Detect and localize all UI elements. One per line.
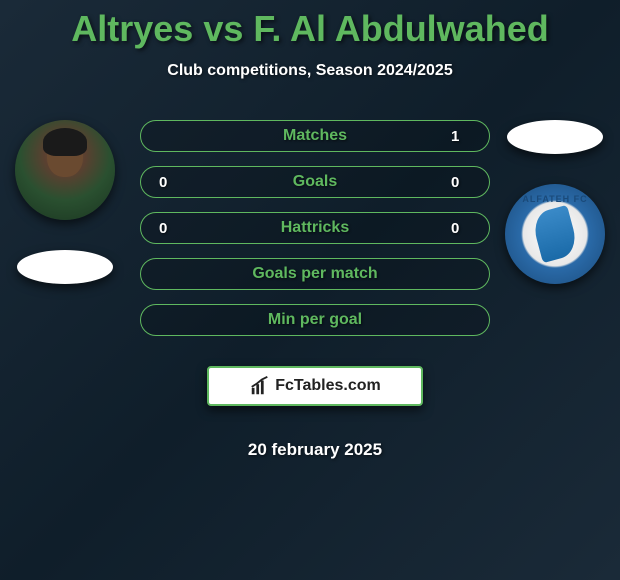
player-right-placeholder [507,120,603,154]
stat-row-matches: Matches 1 [140,120,490,152]
stat-row-goals-per-match: Goals per match [140,258,490,290]
stat-label: Hattricks [281,219,349,237]
stats-panel: Matches 1 0 Goals 0 0 Hattricks 0 Goals … [140,120,490,460]
left-player-column [10,120,120,284]
stat-right-value: 1 [451,128,471,145]
stat-label: Goals per match [252,265,377,283]
page-title: Altryes vs F. Al Abdulwahed [0,0,620,50]
stat-label: Matches [283,127,347,145]
stat-left-value: 0 [159,220,179,237]
team-right-logo: ALFATEH FC [505,184,605,284]
stat-right-value: 0 [451,174,471,191]
player-left-photo [15,120,115,220]
page-subtitle: Club competitions, Season 2024/2025 [0,62,620,80]
team-right-name: ALFATEH FC [522,194,587,204]
fctables-badge[interactable]: FcTables.com [207,366,423,406]
fctables-text: FcTables.com [275,377,381,395]
stat-row-min-per-goal: Min per goal [140,304,490,336]
stat-row-goals: 0 Goals 0 [140,166,490,198]
date-text: 20 february 2025 [140,440,490,460]
team-left-placeholder [17,250,113,284]
stat-right-value: 0 [451,220,471,237]
stat-label: Goals [293,173,337,191]
chart-icon [249,375,271,397]
stat-label: Min per goal [268,311,362,329]
stat-row-hattricks: 0 Hattricks 0 [140,212,490,244]
right-player-column: ALFATEH FC [500,120,610,284]
stat-left-value: 0 [159,174,179,191]
